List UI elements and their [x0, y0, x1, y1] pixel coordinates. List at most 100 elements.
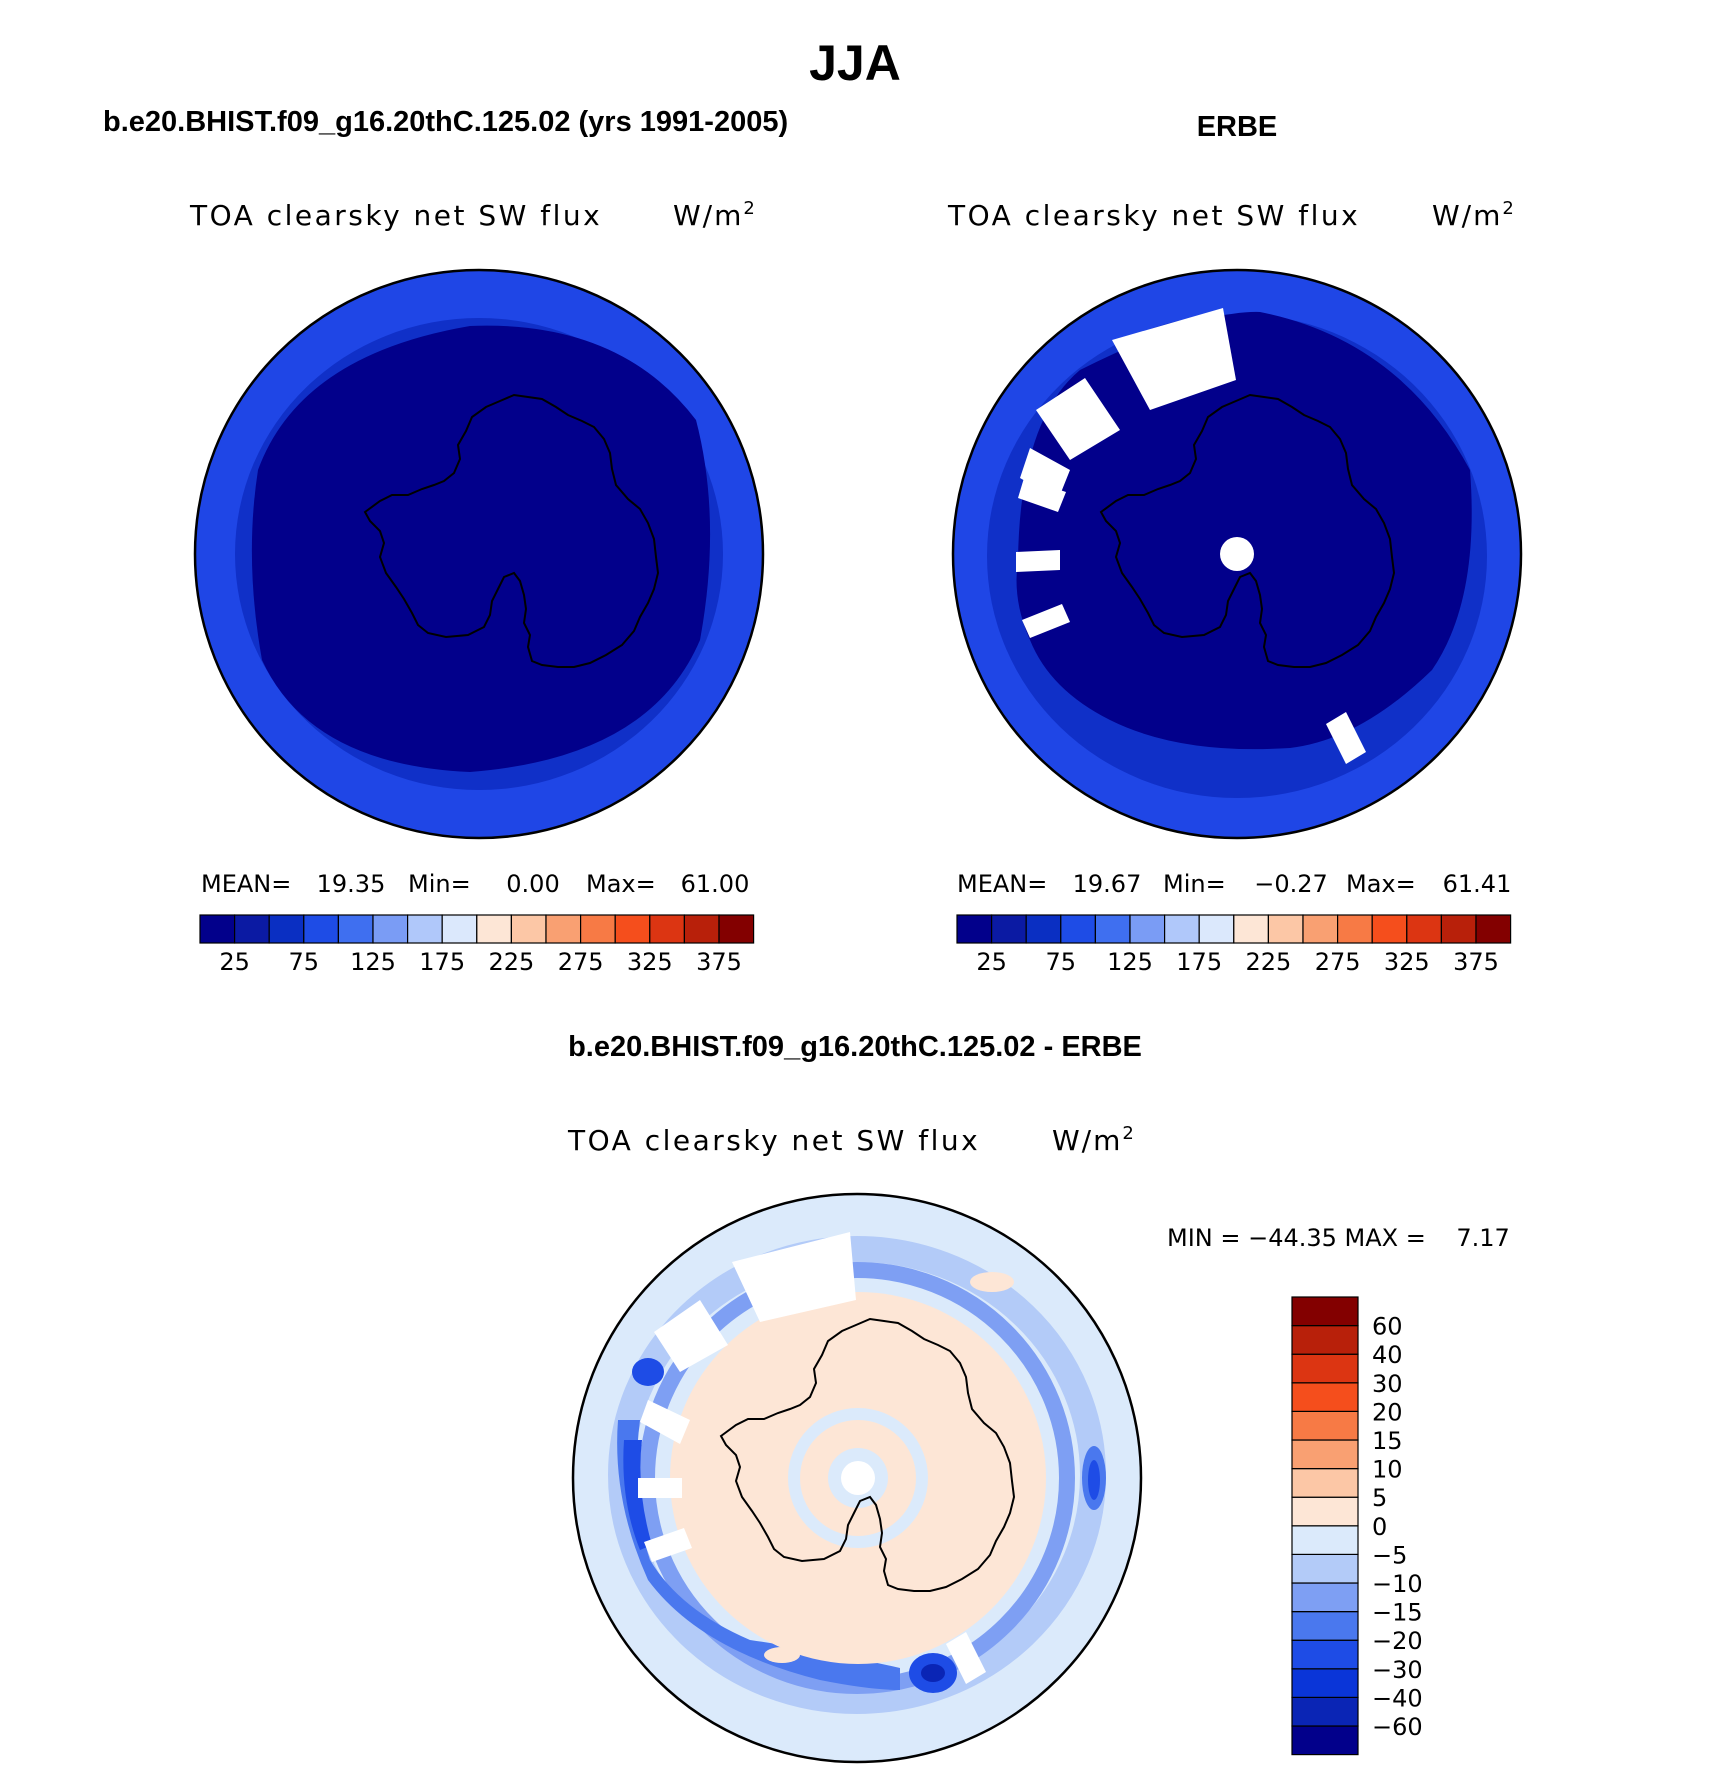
panel-obs-colorbar: 25 75 125 175 225 275 325 375 [956, 914, 1512, 976]
diff-blob [1088, 1460, 1100, 1500]
colorbar-swatch [718, 914, 755, 944]
colorbar-tick-label: −15 [1372, 1599, 1423, 1627]
colorbar-swatch [1291, 1324, 1359, 1355]
missing-data-sector [644, 1528, 692, 1562]
colorbar-tick-label: −5 [1372, 1541, 1407, 1569]
colorbar-tick-label: 25 [219, 948, 250, 976]
diff-blob [970, 1272, 1014, 1292]
diff-ring [788, 1408, 928, 1548]
missing-data-sector [1020, 448, 1070, 500]
colorbar-swatch [1291, 1639, 1359, 1670]
colorbar-tick-label: 20 [1372, 1398, 1403, 1426]
colorbar-tick-label: −30 [1372, 1656, 1423, 1684]
panel-model-max: 61.00 [681, 870, 750, 898]
colorbar-tick-label: −60 [1372, 1713, 1423, 1741]
panel-diff-variable: TOA clearsky net SW flux [567, 1124, 980, 1157]
colorbar-swatch [1291, 1410, 1359, 1441]
colorbar-swatch [1291, 1467, 1359, 1498]
colorbar-tick-label: 275 [558, 948, 604, 976]
colorbar-tick-label: 175 [419, 948, 465, 976]
panel-model-min-label: Min= [408, 870, 471, 898]
colorbar-tick-label: 15 [1372, 1427, 1403, 1455]
polar-data-gap [1220, 537, 1254, 571]
low-flux-region [1016, 311, 1472, 750]
colorbar-swatch [234, 914, 270, 944]
colorbar-tick-label: 60 [1372, 1313, 1403, 1341]
missing-data-sector [654, 1300, 728, 1372]
colorbar-swatch [1440, 914, 1477, 944]
colorbar-swatch [990, 914, 1027, 944]
colorbar-swatch [268, 914, 305, 944]
colorbar-tick-label: 0 [1372, 1513, 1387, 1541]
colorbar-swatch [1291, 1382, 1359, 1413]
panel-diff-case-title: b.e20.BHIST.f09_g16.20thC.125.02 - ERBE [568, 1031, 1142, 1063]
colorbar-swatch [1267, 914, 1304, 944]
colorbar-tick-label: 175 [1176, 948, 1222, 976]
colorbar-swatch [956, 914, 993, 944]
colorbar-swatch [441, 914, 478, 944]
missing-data-sector [1326, 712, 1366, 764]
colorbar-swatch [1475, 914, 1512, 944]
panel-model-units: W/m2 [673, 198, 757, 232]
panel-obs-min-label: Min= [1163, 870, 1226, 898]
colorbar-tick-label: 5 [1372, 1484, 1387, 1512]
colorbar-swatch [199, 914, 236, 944]
colorbar-swatch [1302, 914, 1339, 944]
low-flux-region [251, 325, 711, 772]
panel-model: b.e20.BHIST.f09_g16.20thC.125.02 (yrs 19… [103, 106, 788, 976]
panel-obs-mean-label: MEAN= [957, 870, 1047, 898]
colorbar-swatch [1291, 1725, 1359, 1756]
panel-diff-map [571, 1192, 1143, 1764]
colorbar-swatch [1163, 914, 1200, 944]
colorbar-tick-label: 125 [350, 948, 396, 976]
panel-diff: b.e20.BHIST.f09_g16.20thC.125.02 - ERBE … [567, 1031, 1510, 1764]
colorbar-tick-label: 375 [1453, 948, 1499, 976]
colorbar-tick-label: 25 [976, 948, 1007, 976]
colorbar-swatch [1291, 1296, 1359, 1327]
colorbar-tick-label: 225 [488, 948, 534, 976]
missing-data-sector [1022, 604, 1070, 638]
panel-obs-units: W/m2 [1432, 198, 1516, 232]
missing-data-sector [1016, 550, 1060, 572]
colorbar-swatch [614, 914, 651, 944]
panel-model-map [193, 268, 765, 840]
colorbar-swatch [1371, 914, 1408, 944]
colorbar-swatch [1291, 1668, 1359, 1699]
colorbar-swatch [1233, 914, 1270, 944]
panel-model-colorbar: 25 75 125 175 225 275 325 375 [199, 914, 755, 976]
colorbar-swatch [1291, 1610, 1359, 1641]
colorbar-tick-label: 125 [1107, 948, 1153, 976]
colorbar-tick-label: 375 [696, 948, 742, 976]
colorbar-swatch [1060, 914, 1097, 944]
colorbar-swatch [337, 914, 374, 944]
colorbar-tick-label: 75 [289, 948, 320, 976]
colorbar-swatch [683, 914, 720, 944]
panel-model-mean-label: MEAN= [201, 870, 291, 898]
diff-blob [632, 1358, 664, 1386]
panel-model-variable: TOA clearsky net SW flux [189, 199, 602, 232]
colorbar-tick-label: 75 [1046, 948, 1077, 976]
missing-data-sector [946, 1632, 986, 1684]
colorbar-tick-label: 225 [1245, 948, 1291, 976]
missing-data-sector [1036, 378, 1120, 460]
colorbar-swatch [407, 914, 443, 944]
missing-data-sector [1112, 308, 1236, 410]
colorbar-swatch [1291, 1439, 1359, 1470]
colorbar-swatch [372, 914, 409, 944]
missing-data-sector [638, 1478, 682, 1498]
colorbar-swatch [1336, 914, 1373, 944]
panel-model-case-title: b.e20.BHIST.f09_g16.20thC.125.02 (yrs 19… [103, 106, 788, 138]
missing-data-sector [732, 1232, 856, 1322]
colorbar-swatch [1291, 1582, 1359, 1613]
colorbar-swatch [1129, 914, 1166, 944]
colorbar-swatch [1198, 914, 1235, 944]
colorbar-swatch [1094, 914, 1131, 944]
colorbar-tick-label: 325 [1384, 948, 1430, 976]
missing-data-sector [1018, 478, 1066, 512]
colorbar-swatch [1291, 1525, 1359, 1556]
panel-obs-min: −0.27 [1254, 870, 1328, 898]
panel-model-mean: 19.35 [317, 870, 386, 898]
panel-model-max-label: Max= [586, 870, 656, 898]
